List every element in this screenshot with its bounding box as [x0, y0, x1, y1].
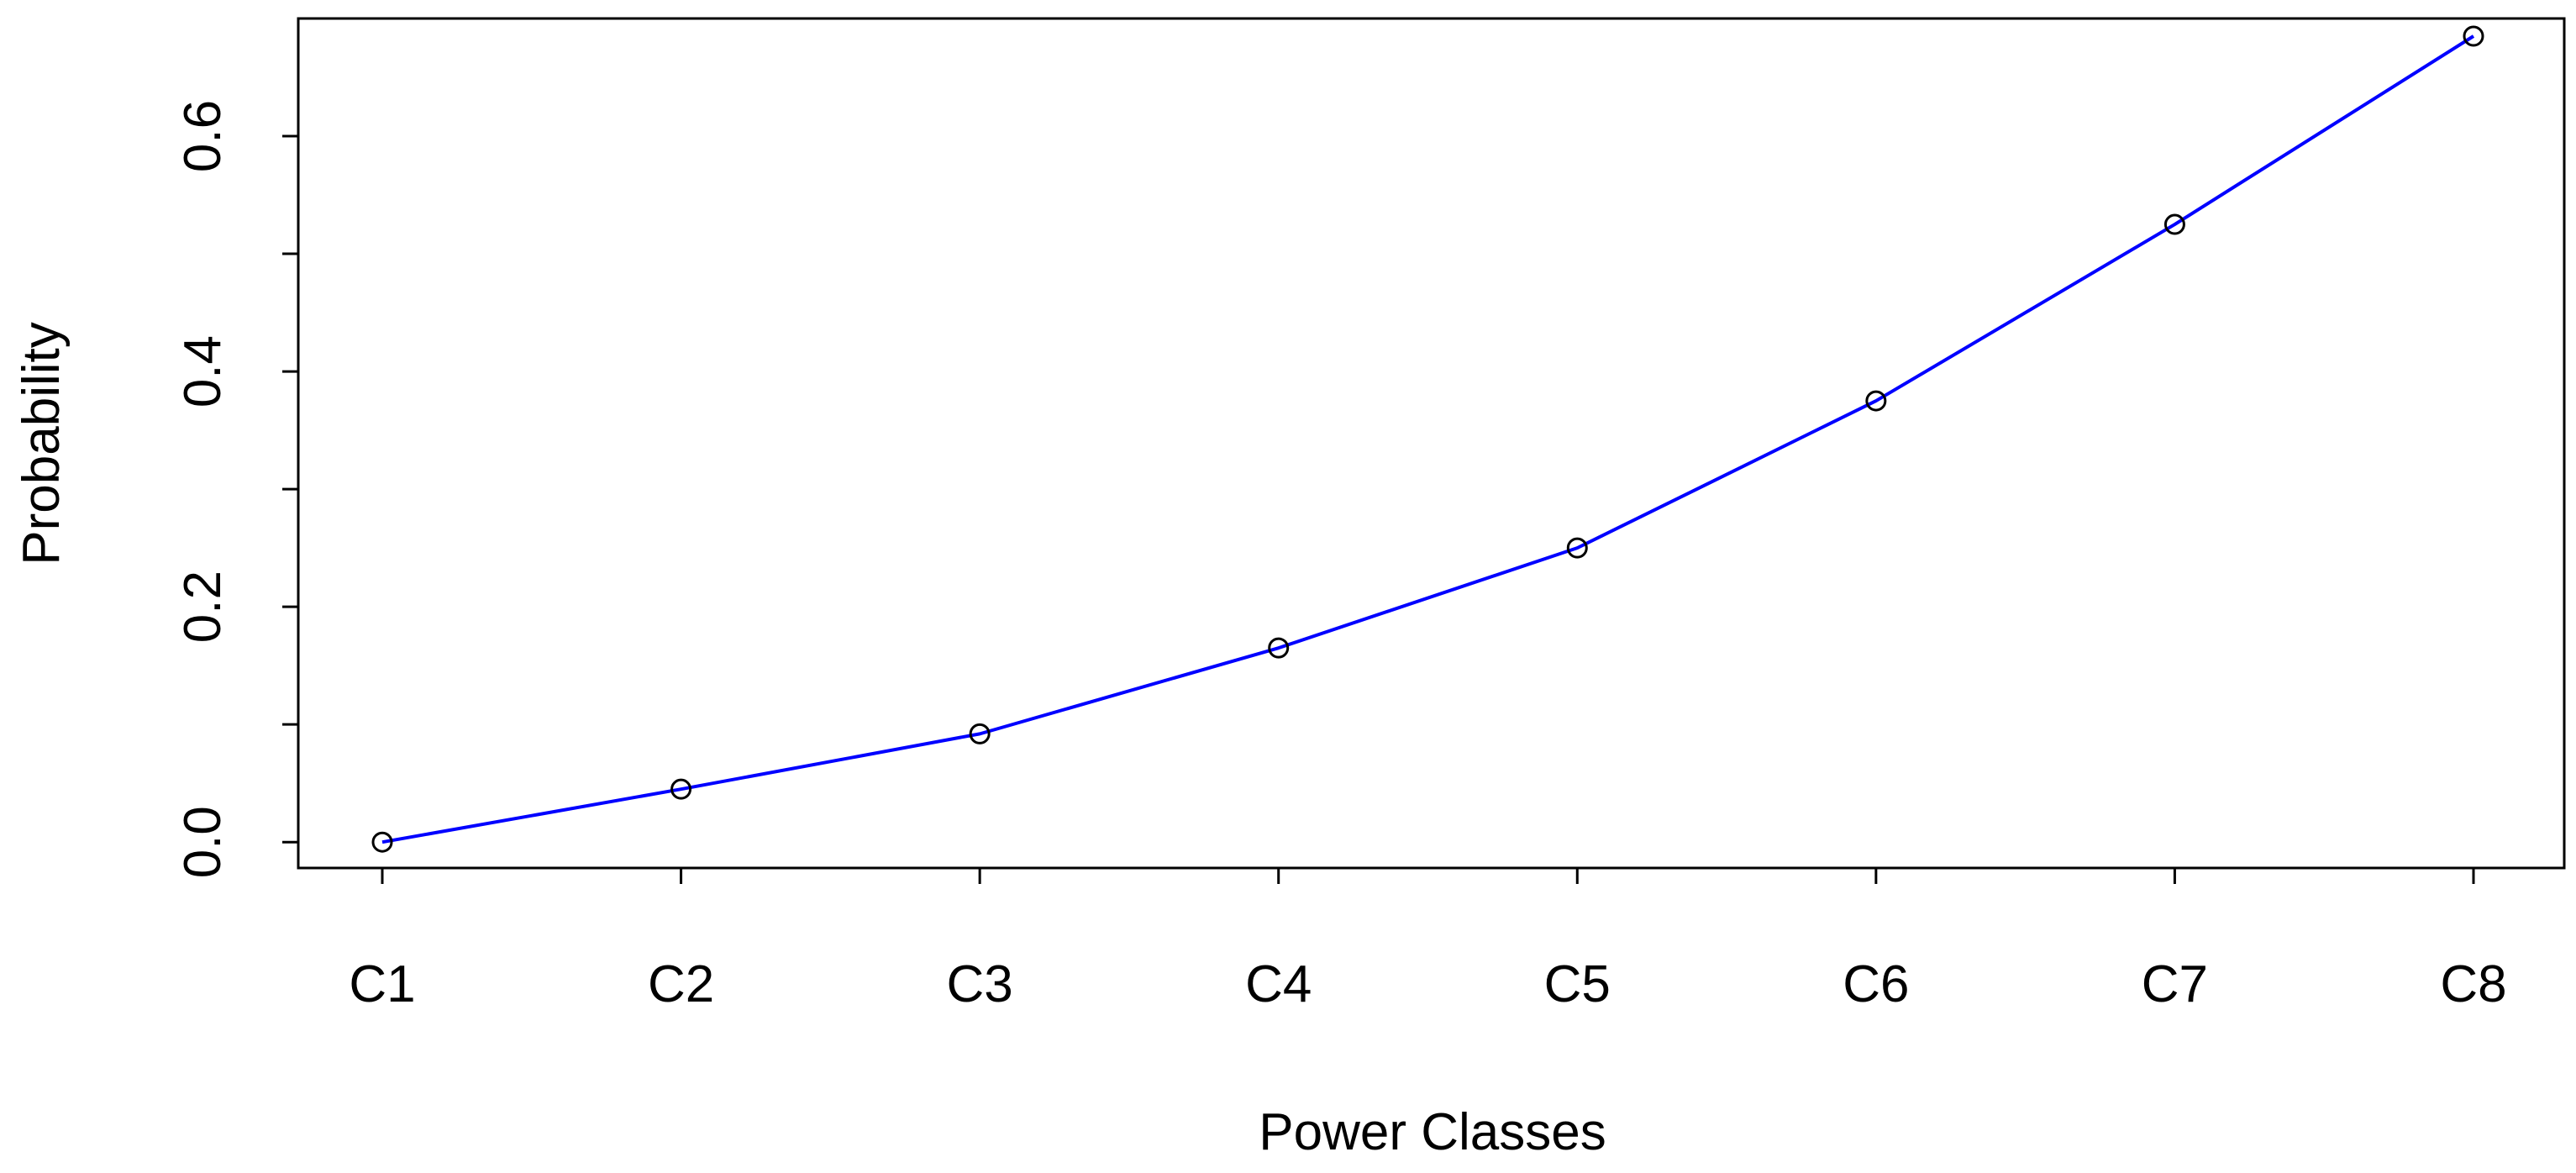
data-point [2463, 25, 2484, 47]
data-point [1566, 537, 1588, 559]
x-tick-label: C3 [947, 955, 1013, 1013]
y-axis: 0.0 0.2 0.4 0.6 [174, 100, 300, 878]
x-tick-label: C6 [1843, 955, 1909, 1013]
y-tick-label: 0.2 [174, 571, 232, 643]
x-tick-label: C7 [2142, 955, 2208, 1013]
x-tick-label: C5 [1544, 955, 1611, 1013]
x-tick-label: C1 [349, 955, 415, 1013]
y-tick-label: 0.4 [174, 335, 232, 408]
plot-frame [297, 17, 2566, 870]
series-line [381, 34, 2475, 844]
x-axis: C1 C2 C3 C4 C5 C6 C7 C8 [349, 866, 2507, 1013]
y-tick-label: 0.0 [174, 806, 232, 878]
data-point [1865, 390, 1887, 412]
x-axis-label: Power Classes [1259, 1103, 1606, 1161]
data-point [2163, 213, 2185, 235]
data-point [969, 723, 991, 744]
y-tick-label: 0.6 [174, 100, 232, 172]
data-point [371, 831, 393, 853]
x-tick-label: C2 [648, 955, 714, 1013]
y-axis-label: Probability [13, 322, 71, 565]
data-point [670, 778, 692, 800]
data-point [1268, 637, 1290, 659]
x-tick-label: C4 [1245, 955, 1312, 1013]
x-tick-label: C8 [2440, 955, 2506, 1013]
series-layer [371, 25, 2484, 853]
